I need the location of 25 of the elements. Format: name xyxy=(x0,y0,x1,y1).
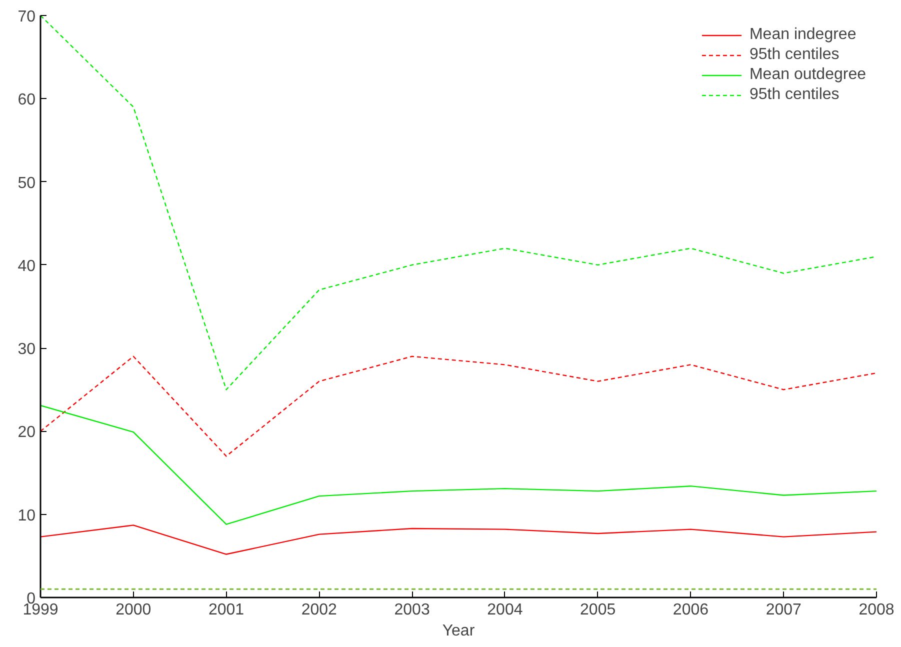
legend-label: 95th centiles xyxy=(749,86,840,104)
x-tick-label: 2005 xyxy=(580,602,616,618)
y-tick-label: 60 xyxy=(18,92,36,109)
x-tick-label: 2006 xyxy=(672,602,709,618)
line-series xyxy=(40,356,876,457)
y-tick-label: 10 xyxy=(18,507,36,524)
x-tick-label: 2001 xyxy=(208,602,244,618)
y-tick-label: 30 xyxy=(18,341,36,358)
legend-label: Mean outdegree xyxy=(749,66,866,84)
x-tick-label: 2008 xyxy=(858,602,894,618)
y-tick-label: 40 xyxy=(18,258,36,275)
y-tick-label: 70 xyxy=(18,8,36,26)
x-tick-label: 2007 xyxy=(766,602,802,618)
line-series xyxy=(40,524,876,555)
line-series xyxy=(40,16,876,390)
y-tick-label: 50 xyxy=(18,174,36,192)
x-tick-label: 2002 xyxy=(301,602,338,618)
x-tick-label: 2004 xyxy=(487,602,523,618)
x-tick-label: 2000 xyxy=(116,602,152,618)
legend-label: 95th centiles xyxy=(749,46,840,64)
y-tick-label: 20 xyxy=(18,424,36,442)
legend-label: Mean indegree xyxy=(749,26,856,44)
x-axis-title: Year xyxy=(442,622,476,640)
line-series xyxy=(40,404,876,525)
x-tick-label: 2003 xyxy=(394,602,430,618)
